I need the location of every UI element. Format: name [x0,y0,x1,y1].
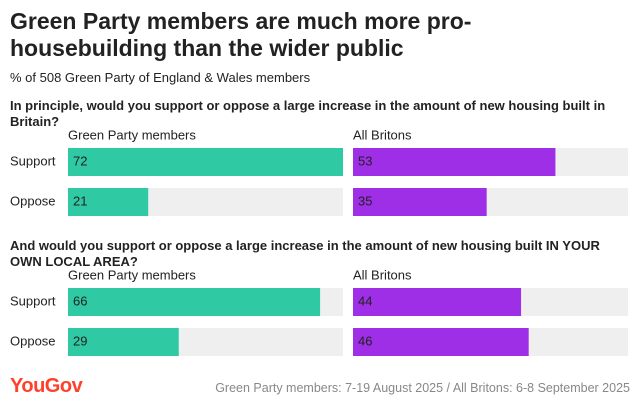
value-label: 53 [358,153,372,168]
subtitle: % of 508 Green Party of England & Wales … [10,70,311,85]
bar [353,288,522,316]
value-label: 44 [358,293,372,308]
category-label: Support [10,153,56,168]
value-label: 21 [73,193,87,208]
value-label: 66 [73,293,87,308]
series-label: All Britons [353,127,412,142]
bar [68,328,179,356]
source-note: Green Party members: 7-19 August 2025 / … [215,381,630,395]
bar [353,328,529,356]
bar [68,288,321,316]
title: Green Party members are much more pro-ho… [10,8,472,61]
category-label: Support [10,293,56,308]
value-label: 29 [73,333,87,348]
bar [353,148,556,176]
value-label: 35 [358,193,372,208]
logo: YouGov [10,375,83,397]
value-label: 72 [73,153,87,168]
series-label: Green Party members [68,127,196,142]
category-label: Oppose [10,193,56,208]
series-label: All Britons [353,267,412,282]
question: In principle, would you support or oppos… [10,98,606,129]
question: And would you support or oppose a large … [10,238,600,269]
bar [68,148,343,176]
bar [353,188,487,216]
value-label: 46 [358,333,372,348]
category-label: Oppose [10,333,56,348]
series-label: Green Party members [68,267,196,282]
bar [68,188,149,216]
